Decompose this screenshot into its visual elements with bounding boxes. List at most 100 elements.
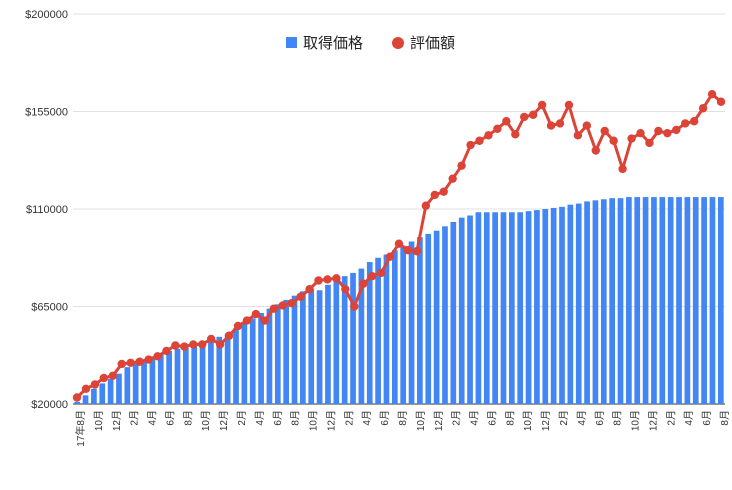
y-tick-label: $200000 — [25, 9, 68, 21]
x-tick-label: 2月 — [129, 410, 141, 426]
valuation-point — [278, 301, 287, 310]
bar — [283, 300, 289, 404]
legend: 取得価格 評価額 — [286, 35, 455, 52]
valuation-point — [555, 119, 565, 128]
bar — [149, 356, 156, 404]
valuation-point — [242, 316, 252, 325]
valuation-point — [224, 331, 234, 340]
valuation-point — [367, 271, 377, 281]
valuation-point — [457, 161, 466, 170]
valuation-point — [233, 321, 243, 331]
x-tick-label: 10月 — [522, 410, 534, 431]
valuation-point — [99, 373, 109, 383]
valuation-point — [636, 128, 645, 138]
valuation-point — [403, 245, 413, 255]
legend-label-line: 評価額 — [410, 35, 455, 52]
bar — [517, 212, 524, 404]
bar — [358, 268, 365, 404]
x-tick-label: 10月 — [630, 410, 642, 431]
valuation-point — [305, 284, 314, 294]
y-tick-label: $110000 — [26, 204, 68, 216]
valuation-point — [189, 340, 198, 349]
y-tick-label: $155000 — [25, 107, 68, 119]
valuation-point — [546, 121, 556, 130]
bar — [701, 197, 707, 404]
valuation-point — [716, 97, 726, 106]
acquisition-price-bars — [74, 197, 724, 404]
valuation-point — [707, 89, 717, 99]
bar — [124, 367, 131, 404]
bar — [400, 245, 407, 404]
valuation-point — [198, 340, 207, 349]
valuation-point — [520, 112, 529, 122]
legend-label-bars: 取得価格 — [303, 35, 363, 52]
valuation-point — [359, 279, 368, 288]
valuation-point — [421, 201, 431, 210]
bar — [450, 222, 457, 404]
valuation-point — [90, 380, 100, 389]
grid-layer — [73, 13, 725, 405]
bar — [391, 250, 398, 404]
x-tick-label: 12月 — [433, 410, 445, 431]
x-tick-label: 8月 — [612, 410, 624, 426]
valuation-point — [260, 316, 270, 325]
bar — [183, 347, 189, 404]
bar — [191, 345, 198, 404]
bar — [383, 254, 390, 404]
bar — [676, 197, 682, 404]
bar — [116, 373, 122, 404]
bar — [408, 241, 415, 404]
x-tick-label: 12月 — [325, 410, 337, 431]
valuation-point — [108, 371, 117, 381]
bar — [417, 237, 423, 404]
x-tick-label: 6月 — [486, 410, 498, 426]
x-tick-label: 12月 — [218, 410, 230, 431]
bar — [634, 197, 641, 404]
valuation-point — [126, 358, 135, 368]
valuation-point — [573, 131, 583, 140]
valuation-point — [591, 146, 600, 155]
bar — [316, 290, 323, 404]
valuation-point — [537, 100, 547, 110]
valuation-point — [430, 190, 439, 200]
bar — [325, 284, 331, 404]
bar — [174, 348, 181, 404]
bar — [249, 318, 256, 404]
valuation-point — [439, 187, 448, 196]
x-tick-label: 4月 — [254, 410, 266, 426]
bar — [199, 343, 206, 404]
bar — [274, 304, 281, 404]
bar — [467, 215, 473, 404]
x-tick-label: 8月 — [719, 410, 731, 426]
valuation-point — [627, 134, 636, 143]
valuation-point — [448, 174, 457, 183]
valuation-point — [251, 309, 261, 319]
valuation-point — [162, 346, 171, 356]
legend-swatch-bars — [286, 37, 297, 48]
x-tick-label: 6月 — [272, 410, 284, 426]
bar — [341, 276, 348, 404]
x-tick-label: 2月 — [558, 410, 570, 426]
x-tick-label: 4月 — [361, 410, 373, 426]
x-tick-label: 2月 — [236, 410, 248, 426]
valuation-point — [511, 130, 520, 139]
x-tick-label: 10月 — [308, 410, 320, 431]
x-tick-label: 6月 — [594, 410, 606, 426]
bar — [258, 313, 264, 404]
bar — [425, 233, 432, 404]
valuation-point — [323, 275, 332, 284]
bar — [300, 291, 306, 404]
x-tick-label: 12月 — [111, 410, 123, 431]
valuation-point — [493, 124, 502, 134]
valuation-point — [502, 117, 511, 126]
bar — [509, 212, 515, 404]
valuation-point — [341, 284, 350, 294]
x-tick-label: 2月 — [343, 410, 355, 426]
bar — [442, 226, 448, 404]
valuation-point — [645, 138, 654, 148]
bar — [559, 206, 565, 404]
x-tick-label: 8月 — [504, 410, 516, 426]
x-tick-label: 6月 — [701, 410, 713, 426]
bar — [132, 362, 139, 404]
